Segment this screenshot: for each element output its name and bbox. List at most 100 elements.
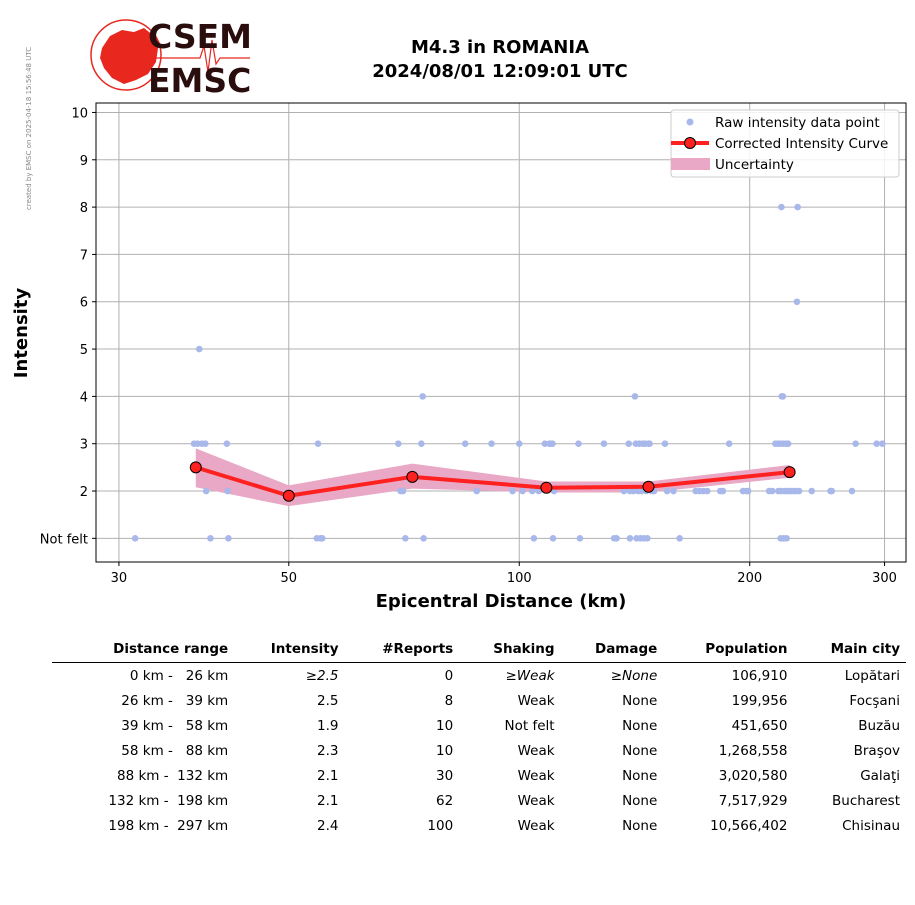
raw-data-point: [418, 440, 425, 448]
cell-shaking: Weak: [517, 692, 555, 709]
cell-population: 106,910: [731, 667, 788, 684]
raw-data-point: [873, 440, 880, 448]
col-shaking: Shaking: [459, 638, 561, 663]
table-row: 58 km - 88 km 2.3 10 Weak None 1,268,558…: [52, 738, 906, 763]
creation-note: created by EMSC on 2025-04-18 15:56:48 U…: [25, 47, 33, 210]
cell-reports: 10: [436, 742, 454, 759]
cell-shaking: Weak: [517, 767, 555, 784]
table-row: 132 km - 198 km 2.1 62 Weak None 7,517,9…: [52, 788, 906, 813]
logo-top-text: CSEM: [148, 18, 252, 56]
col-intensity: Intensity: [234, 638, 345, 663]
cell-reports: 100: [427, 817, 454, 834]
legend-uncertainty-label: Uncertainty: [715, 157, 794, 173]
y-tick-label: 5: [80, 343, 88, 358]
table-row: 39 km - 58 km 1.9 10 Not felt None 451,6…: [52, 713, 906, 738]
raw-data-point: [879, 440, 886, 448]
col-distance-range: Distance range: [52, 638, 235, 663]
legend-raw-point-icon: [686, 118, 694, 126]
raw-data-point: [461, 440, 469, 448]
cell-population: 3,020,580: [718, 767, 788, 784]
cell-population: 451,650: [731, 717, 788, 734]
cell-intensity: 2.1: [317, 792, 339, 809]
raw-data-point: [795, 487, 803, 495]
raw-data-point: [225, 535, 232, 542]
raw-data-point: [600, 440, 608, 448]
cell-city: Braşov: [853, 742, 900, 759]
y-tick-label: Not felt: [40, 532, 88, 547]
y-tick-label: 3: [80, 438, 88, 453]
x-tick-label: 200: [737, 571, 762, 586]
cell-intensity: 2.1: [317, 767, 339, 784]
cell-damage: None: [622, 742, 658, 759]
raw-data-point: [402, 535, 409, 542]
table-header-row: Distance range Intensity #Reports Shakin…: [52, 638, 906, 663]
cell-population: 10,566,402: [710, 817, 788, 834]
raw-data-point: [719, 487, 727, 495]
raw-data-point: [488, 440, 495, 448]
cell-reports: 30: [436, 767, 454, 784]
corrected-curve-layer: [189, 461, 796, 502]
raw-data-point: [828, 487, 836, 495]
cell-city: Focşani: [849, 692, 900, 709]
raw-data-point: [576, 535, 584, 542]
raw-data-point: [549, 440, 556, 448]
cell-intensity: 2.5: [317, 692, 339, 709]
legend-uncertainty-icon: [671, 158, 710, 170]
raw-data-point: [644, 535, 651, 542]
raw-data-point: [676, 535, 683, 542]
raw-data-point: [202, 440, 209, 448]
col-population: Population: [663, 638, 794, 663]
legend-curve-label: Corrected Intensity Curve: [715, 136, 888, 152]
col-damage: Damage: [560, 638, 664, 663]
cell-damage: None: [622, 717, 658, 734]
raw-data-point: [779, 393, 787, 400]
raw-data-point: [783, 535, 790, 542]
x-tick-label: 300: [872, 571, 897, 586]
raw-data-point: [703, 487, 711, 495]
globe-icon: [90, 19, 162, 91]
cell-distance: 88 km - 132 km: [117, 767, 229, 784]
raw-data-point: [848, 487, 856, 495]
raw-data-point: [530, 535, 538, 542]
cell-shaking: Weak: [517, 792, 555, 809]
cell-distance: 132 km - 198 km: [108, 792, 229, 809]
legend-curve-marker-icon: [684, 137, 696, 149]
cell-damage: ≥None: [610, 667, 658, 684]
cell-population: 1,268,558: [718, 742, 788, 759]
raw-data-point: [419, 393, 427, 400]
raw-data-point: [784, 440, 792, 448]
creation-note-text: created by EMSC on 2025-04-18 15:56:48 U…: [25, 47, 33, 210]
csem-emsc-logo: CSEM EMSC: [90, 18, 252, 98]
raw-data-point: [625, 440, 633, 448]
col-reports: #Reports: [344, 638, 460, 663]
table-row: 198 km - 297 km 2.4 100 Weak None 10,566…: [52, 813, 906, 838]
raw-points-layer: [131, 203, 886, 542]
raw-data-point: [399, 487, 407, 495]
cell-shaking: Weak: [517, 742, 555, 759]
raw-data-point: [768, 487, 776, 495]
curve-marker: [282, 489, 295, 502]
cell-city: Buzău: [858, 717, 900, 734]
intensity-chart: 30 50 100 200 300 Not felt 2 3 4 5 6 7 8 9 10 Epicentr…: [11, 102, 907, 612]
raw-data-point: [626, 535, 634, 542]
curve-marker: [540, 481, 553, 494]
cell-reports: 0: [444, 667, 454, 684]
cell-city: Bucharest: [832, 792, 900, 809]
raw-data-point: [663, 487, 671, 495]
curve-marker: [406, 470, 419, 483]
curve-marker: [783, 466, 796, 479]
raw-data-point: [223, 440, 231, 448]
cell-damage: None: [622, 817, 658, 834]
cell-distance: 198 km - 297 km: [108, 817, 229, 834]
col-main-city: Main city: [793, 638, 906, 663]
cell-shaking: Weak: [517, 817, 555, 834]
raw-data-point: [509, 487, 516, 495]
raw-data-point: [394, 440, 402, 448]
raw-data-point: [549, 535, 557, 542]
intensity-summary-table: Distance range Intensity #Reports Shakin…: [52, 638, 906, 838]
cell-distance: 26 km - 39 km: [121, 692, 229, 709]
y-tick-label: 2: [80, 485, 88, 500]
raw-data-point: [808, 487, 816, 495]
x-tick-label: 50: [281, 571, 298, 586]
cell-city: Lopătari: [844, 667, 900, 684]
